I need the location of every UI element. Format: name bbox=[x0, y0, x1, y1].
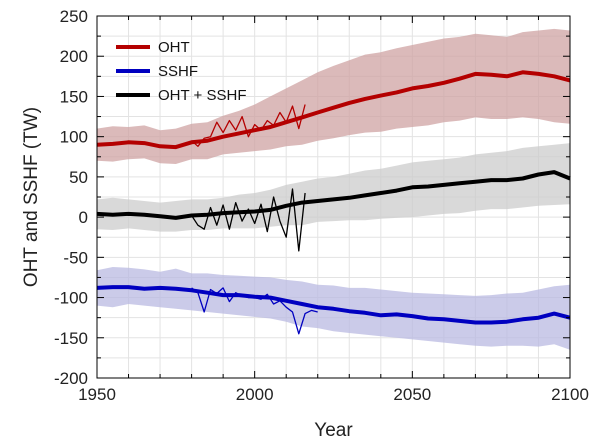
y-tick-label: 100 bbox=[60, 128, 88, 147]
y-tick-label: 50 bbox=[69, 168, 88, 187]
y-tick-label: -150 bbox=[54, 329, 88, 348]
y-tick-label: 250 bbox=[60, 7, 88, 26]
legend-label: SSHF bbox=[158, 63, 198, 80]
legend-item: SSHF bbox=[116, 63, 198, 80]
y-tick-label: -50 bbox=[63, 248, 88, 267]
x-tick-label: 2000 bbox=[236, 385, 274, 404]
legend-item: OHT bbox=[116, 39, 190, 56]
legend: OHT SSHF OHT + SSHF bbox=[116, 39, 247, 104]
x-tick-label: 1950 bbox=[78, 385, 116, 404]
x-axis-title: Year bbox=[314, 420, 353, 441]
y-tick-label: 0 bbox=[79, 208, 88, 227]
band-oht bbox=[97, 28, 570, 165]
observed-line-oht bbox=[191, 104, 306, 147]
x-tick-label: 2050 bbox=[393, 385, 431, 404]
y-tick-label: -100 bbox=[54, 289, 88, 308]
y-axis-title: OHT and SSHF (TW) bbox=[21, 107, 42, 287]
x-tick-label: 2100 bbox=[551, 385, 589, 404]
y-tick-label: 200 bbox=[60, 47, 88, 66]
y-tick-label: -200 bbox=[54, 369, 88, 388]
tick-labels: 1950 2000 2050 2100 -200 -150 -100 -50 0 50 100 150… bbox=[54, 7, 589, 404]
mean-line-oht bbox=[96, 70, 571, 150]
legend-item: OHT + SSHF bbox=[116, 87, 247, 104]
axis-ticks bbox=[96, 15, 571, 379]
legend-label: OHT bbox=[158, 39, 190, 56]
legend-label: OHT + SSHF bbox=[158, 87, 247, 104]
band-oht-sshf bbox=[97, 143, 570, 232]
series-lines bbox=[96, 70, 571, 335]
observed-line-oht-sshf bbox=[191, 188, 306, 252]
observed-line-sshf bbox=[191, 287, 318, 335]
mean-line-oht-sshf bbox=[96, 170, 571, 220]
y-tick-label: 150 bbox=[60, 87, 88, 106]
mean-line-sshf bbox=[96, 285, 571, 325]
